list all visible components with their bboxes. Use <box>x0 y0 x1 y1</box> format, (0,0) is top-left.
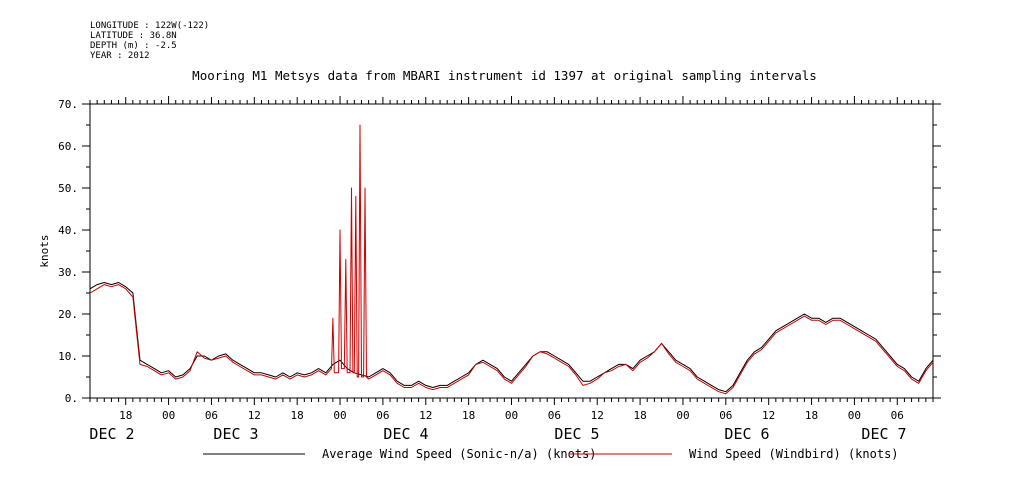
x-tick-label: 06 <box>548 409 561 422</box>
chart-title: Mooring M1 Metsys data from MBARI instru… <box>192 68 817 83</box>
plot-frame <box>89 103 934 399</box>
y-tick-label: 50. <box>58 182 78 195</box>
x-date-label: DEC 7 <box>861 425 906 443</box>
legend-label: Average Wind Speed (Sonic-n/a) (knots) <box>322 447 597 461</box>
x-tick-label: 18 <box>805 409 818 422</box>
x-tick-label: 00 <box>848 409 861 422</box>
x-date-label: DEC 2 <box>89 425 134 443</box>
x-tick-label: 00 <box>676 409 689 422</box>
y-tick-label: 60. <box>58 140 78 153</box>
year-text: YEAR : 2012 <box>90 51 150 61</box>
x-tick-label: 12 <box>762 409 775 422</box>
x-tick-label: 18 <box>462 409 475 422</box>
x-tick-label: 06 <box>891 409 904 422</box>
x-date-label: DEC 5 <box>554 425 599 443</box>
series-line-average-wind-speed <box>89 282 934 393</box>
y-tick-label: 10. <box>58 350 78 363</box>
y-axis-label: knots <box>38 234 51 267</box>
x-tick-label: 18 <box>633 409 646 422</box>
y-tick-label: 20. <box>58 308 78 321</box>
series-line-windbird-wind-speed <box>89 124 934 395</box>
chart-legend: Average Wind Speed (Sonic-n/a) (knots) Wi… <box>203 447 899 461</box>
longitude-text: LONGITUDE : 122W(-122) <box>90 21 210 31</box>
x-tick-label: 00 <box>505 409 518 422</box>
latitude-text: LATITUDE : 36.8N <box>90 31 177 41</box>
y-tick-label: 70. <box>58 98 78 111</box>
x-tick-label: 12 <box>419 409 432 422</box>
x-tick-label: 06 <box>719 409 732 422</box>
x-tick-label: 06 <box>205 409 218 422</box>
x-tick-label: 12 <box>591 409 604 422</box>
x-date-label: DEC 6 <box>724 425 769 443</box>
y-tick-label: 0. <box>65 392 78 405</box>
x-tick-label: 18 <box>291 409 304 422</box>
chart-axes: 0. 10. 20. 30. 40. 50. 60. 70. knots 18 00 06 12 18 00… <box>38 96 941 443</box>
metadata-block: LONGITUDE : 122W(-122) LATITUDE : 36.8N … <box>90 21 209 61</box>
y-tick-label: 30. <box>58 266 78 279</box>
x-tick-label: 18 <box>119 409 132 422</box>
x-date-label: DEC 3 <box>213 425 258 443</box>
y-tick-label: 40. <box>58 224 78 237</box>
x-tick-label: 00 <box>162 409 175 422</box>
series-layer <box>89 124 934 395</box>
x-tick-label: 06 <box>376 409 389 422</box>
x-tick-label: 12 <box>248 409 261 422</box>
legend-label: Wind Speed (Windbird) (knots) <box>689 447 899 461</box>
x-tick-label: 00 <box>333 409 346 422</box>
x-date-label: DEC 4 <box>383 425 428 443</box>
depth-text: DEPTH (m) : -2.5 <box>90 41 177 51</box>
